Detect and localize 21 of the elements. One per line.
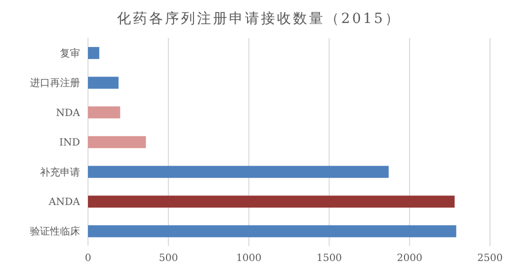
y-tick-label: IND (59, 138, 80, 149)
y-tick-label: 验证性临床 (30, 226, 80, 238)
bar (88, 47, 100, 59)
bar (88, 166, 389, 178)
x-tick-label: 2500 (477, 253, 503, 264)
x-tick-label: 0 (84, 253, 92, 264)
chart-title: 化药各序列注册申请接收数量（2015） (116, 10, 402, 29)
y-tick-label: 进口再注册 (30, 77, 80, 90)
bar (88, 106, 120, 118)
y-tick-label: NDA (56, 108, 81, 119)
y-tick-label: 复审 (60, 47, 80, 60)
y-tick-label: 补充申请 (40, 166, 80, 178)
bar (88, 196, 455, 208)
bar (88, 76, 119, 89)
y-tick-label: ANDA (48, 196, 81, 208)
x-tick-label: 2000 (396, 253, 422, 264)
bar (88, 225, 456, 238)
x-tick-label: 1500 (316, 253, 342, 264)
bar (88, 136, 146, 148)
x-tick-label: 1000 (236, 253, 262, 264)
x-tick-label: 500 (158, 253, 178, 264)
